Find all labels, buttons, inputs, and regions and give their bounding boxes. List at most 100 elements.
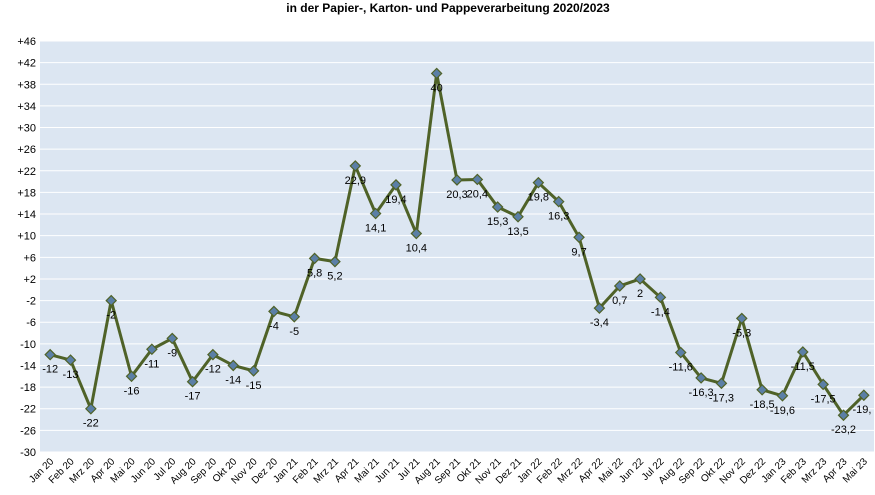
marker bbox=[390, 179, 402, 191]
marker bbox=[410, 227, 423, 240]
y-tick-label: +38 bbox=[17, 79, 36, 91]
y-tick-label: -26 bbox=[20, 425, 36, 437]
marker bbox=[64, 354, 77, 366]
y-tick-label: -6 bbox=[26, 317, 36, 329]
data-label: -22 bbox=[83, 418, 99, 430]
y-tick-label: +22 bbox=[17, 166, 36, 178]
marker bbox=[593, 302, 606, 314]
data-label: -4 bbox=[269, 320, 279, 332]
y-tick-label: -10 bbox=[20, 339, 36, 351]
marker bbox=[532, 176, 545, 189]
data-label: 14,1 bbox=[365, 223, 386, 235]
marker bbox=[125, 370, 138, 383]
plot-area bbox=[40, 41, 874, 452]
marker bbox=[837, 409, 850, 422]
y-tick-label: +42 bbox=[17, 58, 36, 70]
chart-title: in der Papier-, Karton- und Pappeverarbe… bbox=[286, 1, 610, 15]
y-tick-label: +18 bbox=[17, 187, 36, 199]
data-label: 2 bbox=[637, 288, 643, 300]
marker bbox=[817, 378, 829, 391]
y-tick-label: +34 bbox=[17, 101, 36, 113]
marker bbox=[451, 174, 463, 186]
marker bbox=[796, 346, 809, 358]
marker bbox=[776, 389, 789, 402]
marker bbox=[512, 210, 524, 223]
marker bbox=[552, 195, 565, 208]
data-label: -12 bbox=[205, 364, 221, 376]
marker bbox=[85, 402, 97, 415]
data-label: -12 bbox=[42, 364, 58, 376]
data-label: -19,6 bbox=[770, 405, 795, 417]
marker bbox=[654, 291, 667, 304]
data-label: -3,4 bbox=[590, 317, 609, 329]
marker bbox=[715, 377, 728, 390]
data-label: 15,3 bbox=[487, 216, 508, 228]
y-tick-label: -2 bbox=[26, 296, 36, 308]
data-label: 13,5 bbox=[507, 226, 528, 238]
data-label: 40 bbox=[431, 82, 443, 94]
data-label: 20,3 bbox=[446, 189, 467, 201]
data-label: -5,3 bbox=[732, 327, 751, 339]
y-tick-label: -30 bbox=[20, 447, 36, 459]
data-label: -23,2 bbox=[831, 424, 856, 436]
data-label: -17,3 bbox=[709, 392, 734, 404]
marker bbox=[166, 332, 179, 345]
data-label: -11,6 bbox=[669, 361, 693, 373]
marker bbox=[857, 389, 870, 402]
data-label: -17 bbox=[185, 391, 201, 403]
y-tick-label: +30 bbox=[17, 123, 36, 135]
y-tick-label: +26 bbox=[17, 144, 36, 156]
marker bbox=[105, 294, 118, 307]
data-label: -15 bbox=[246, 380, 262, 392]
data-label: 20,4 bbox=[467, 188, 488, 200]
marker bbox=[186, 375, 199, 388]
data-label: 16,3 bbox=[548, 211, 569, 223]
marker bbox=[207, 348, 219, 361]
data-label: -16 bbox=[124, 385, 140, 397]
data-label: -11,5 bbox=[791, 361, 815, 373]
data-label: -18,5 bbox=[750, 399, 775, 411]
y-tick-label: -22 bbox=[20, 404, 36, 416]
marker bbox=[735, 312, 748, 325]
data-label: -19, bbox=[853, 404, 872, 416]
data-label: -13 bbox=[63, 369, 79, 381]
data-label: 19,4 bbox=[385, 194, 406, 206]
data-label: -2 bbox=[106, 310, 116, 322]
marker bbox=[146, 343, 158, 356]
data-label: 10,4 bbox=[406, 243, 427, 255]
marker bbox=[247, 365, 260, 377]
y-tick-label: +6 bbox=[23, 252, 36, 264]
marker bbox=[44, 348, 57, 361]
data-label: 5,2 bbox=[327, 271, 342, 283]
data-label: -17,5 bbox=[811, 393, 836, 405]
y-tick-label: +46 bbox=[17, 36, 36, 48]
marker bbox=[471, 173, 484, 186]
y-tick-label: +2 bbox=[23, 274, 36, 286]
data-label: 0,7 bbox=[612, 295, 627, 307]
marker bbox=[613, 280, 626, 292]
marker bbox=[308, 252, 321, 265]
marker bbox=[573, 231, 585, 244]
data-label: -11 bbox=[144, 358, 159, 370]
data-label: -16,3 bbox=[689, 387, 714, 399]
y-tick-label: +10 bbox=[17, 231, 36, 243]
data-label: 5,8 bbox=[307, 267, 322, 279]
data-label: -9 bbox=[167, 347, 177, 359]
marker bbox=[369, 207, 382, 220]
data-label: 9,7 bbox=[571, 246, 586, 258]
marker bbox=[268, 305, 280, 318]
marker bbox=[227, 359, 240, 372]
marker bbox=[695, 372, 707, 384]
marker bbox=[430, 67, 443, 80]
data-label: -1,4 bbox=[651, 306, 670, 318]
marker bbox=[674, 346, 687, 359]
marker bbox=[756, 383, 768, 396]
marker bbox=[491, 201, 504, 213]
y-tick-label: -14 bbox=[20, 360, 36, 372]
marker bbox=[288, 310, 301, 323]
data-label: 19,8 bbox=[528, 192, 549, 204]
marker bbox=[634, 273, 646, 285]
y-tick-label: +14 bbox=[17, 209, 36, 221]
marker bbox=[349, 160, 362, 172]
